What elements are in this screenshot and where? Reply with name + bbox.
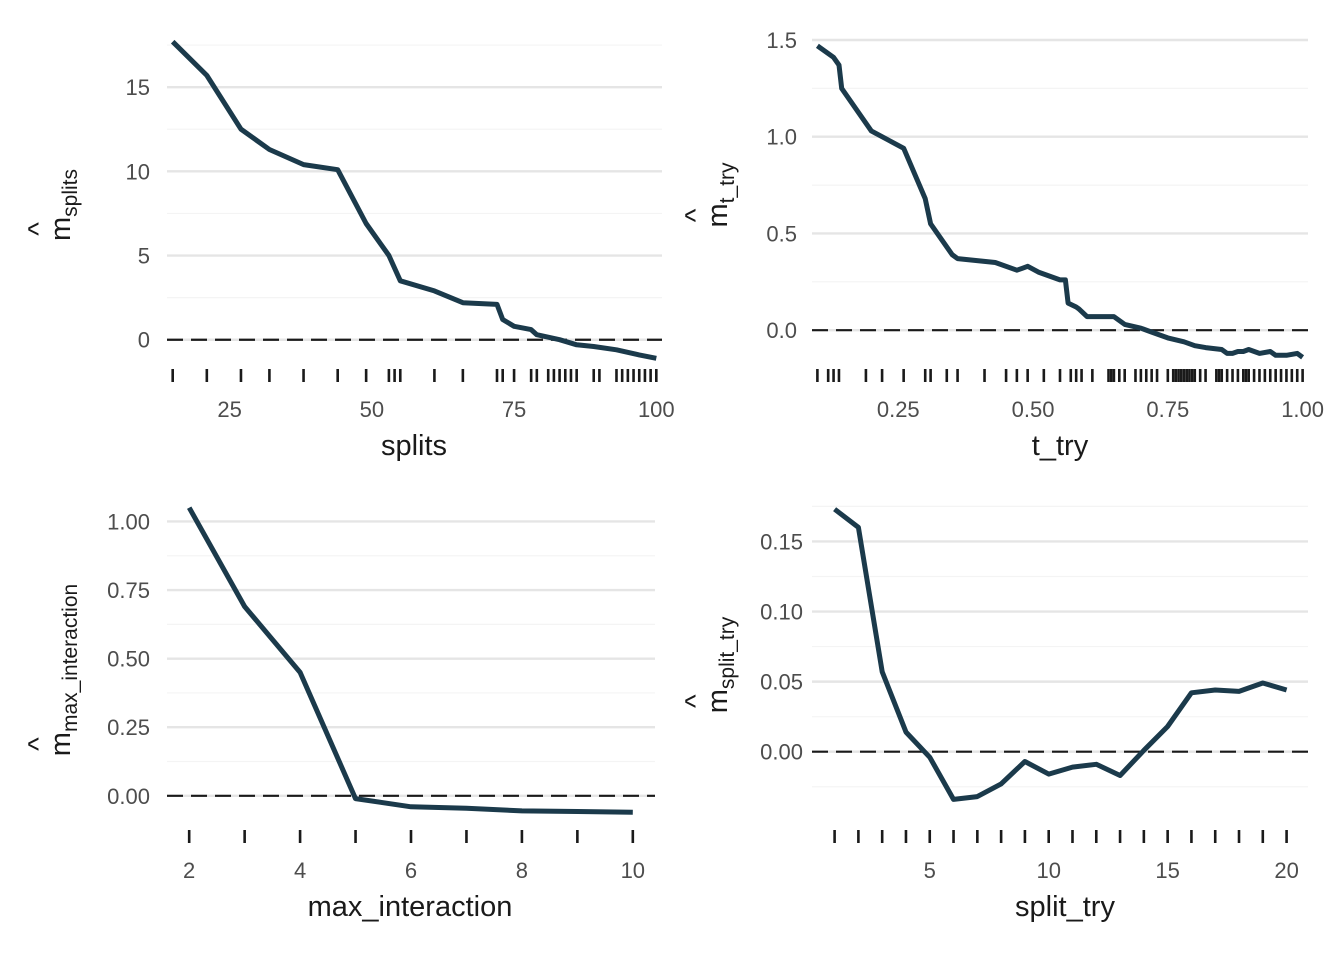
x-tick-label: 1.00 [1281,397,1324,422]
svg-text:mmax_interaction: mmax_interaction [45,584,82,756]
x-tick-label: 20 [1274,858,1298,883]
y-tick-label: 0.05 [760,670,803,695]
y-axis-title: mmax_interaction^ [23,584,82,756]
x-axis-title: splits [381,430,447,462]
x-tick-label: 25 [217,397,241,422]
x-tick-label: 10 [1036,858,1060,883]
x-axis-title: t_try [1032,430,1089,462]
svg-text:msplit_try: msplit_try [702,616,739,713]
series-line [170,39,657,361]
y-axis-title-hat: ^ [23,737,55,751]
y-axis-title: msplit_try^ [680,616,739,713]
y-axis-title: msplits^ [23,169,82,241]
y-axis-title-subscript: max_interaction [59,584,82,732]
y-axis-title-subscript: t_try [716,162,739,203]
y-axis-title-hat: ^ [680,694,712,708]
y-axis-title-symbol: m [702,203,734,227]
y-tick-label: 0 [138,328,150,353]
x-tick-label: 10 [621,858,645,883]
x-tick-label: 5 [924,858,936,883]
x-tick-label: 2 [183,858,195,883]
y-tick-label: 0.75 [107,578,150,603]
y-tick-label: 0.00 [107,784,150,809]
y-axis-title-symbol: m [702,689,734,713]
y-tick-label: 0.25 [107,715,150,740]
y-axis-title-subscript: split_try [716,616,739,689]
y-axis-title: mt_try^ [680,162,739,228]
panel-split-try: 0.000.050.100.155 10 15 20split_trymsplit_t… [680,505,1308,923]
y-axis-title-hat: ^ [680,208,712,222]
y-axis-title-hat: ^ [23,222,55,236]
svg-text:msplits: msplits [45,169,82,241]
y-tick-label: 0.50 [107,647,150,672]
x-tick-label: 4 [294,858,306,883]
y-axis-title-symbol: m [45,732,77,756]
y-tick-label: 10 [126,159,150,184]
x-tick-label: 75 [502,397,526,422]
y-tick-label: 5 [138,244,150,269]
y-tick-label: 15 [126,75,150,100]
y-tick-label: 1.5 [766,28,797,53]
y-tick-label: 0.00 [760,740,803,765]
y-tick-label: 1.00 [107,509,150,534]
x-tick-label: 0.75 [1146,397,1189,422]
x-tick-label: 0.50 [1012,397,1055,422]
x-tick-label: 0.25 [877,397,920,422]
y-tick-label: 0.15 [760,529,803,554]
series-line [187,506,633,815]
x-tick-label: 50 [360,397,384,422]
series-line [815,43,1305,360]
x-axis-title: split_try [1015,891,1115,923]
y-tick-label: 0.0 [766,318,797,343]
x-tick-label: 100 [638,397,675,422]
y-tick-label: 1.0 [766,125,797,150]
series-line [833,507,1288,802]
x-tick-label: 15 [1155,858,1179,883]
y-tick-label: 0.5 [766,221,797,246]
y-tick-label: 0.10 [760,600,803,625]
y-axis-title-subscript: splits [59,169,82,217]
panel-max-interaction: 0.00 0.25 0.50 0.75 1.00 2 4 6 8 10 max_interactio… [23,506,655,923]
y-axis-title-symbol: m [45,217,77,241]
x-tick-label: 8 [516,858,528,883]
x-axis-title: max_interaction [308,891,513,923]
x-tick-label: 6 [405,858,417,883]
svg-text:mt_try: mt_try [702,162,739,228]
